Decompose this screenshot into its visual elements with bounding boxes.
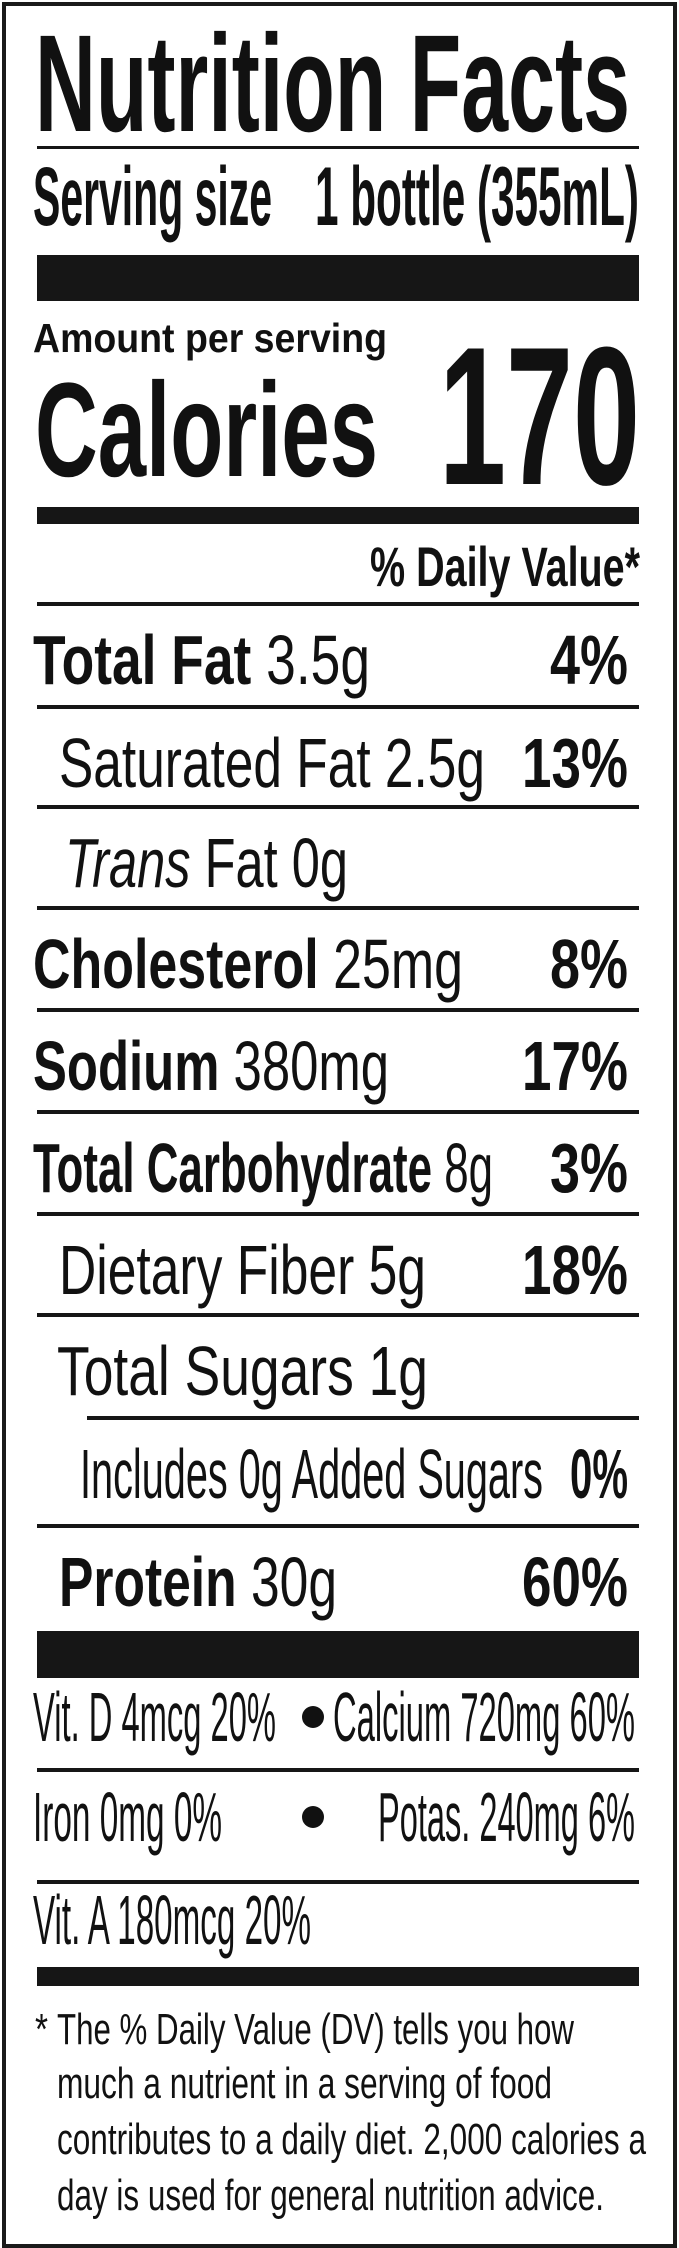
row-divider <box>37 1313 639 1317</box>
nutrient-total-fat: Total Fat 3.5g <box>33 620 370 699</box>
calories-label: Calories <box>35 355 378 505</box>
dv-added-sugars: 0% <box>570 1434 628 1513</box>
bullet-icon <box>302 1706 324 1728</box>
serving-size-value: 1 bottle (355mL) <box>315 149 639 244</box>
calories-value: 170 <box>439 306 640 527</box>
nutrient-added-sugars: Includes 0g Added Sugars <box>80 1434 543 1513</box>
nutrient-trans-fat: Trans Fat 0g <box>65 823 348 902</box>
title-divider <box>37 146 639 149</box>
footnote-line: much a nutrient in a serving of food <box>57 2060 552 2109</box>
nutrient-cholesterol: Cholesterol 25mg <box>33 924 463 1003</box>
nutrient-protein: Protein 30g <box>59 1542 337 1621</box>
amount-per-serving-label: Amount per serving <box>33 314 387 361</box>
bullet-icon <box>302 1806 324 1828</box>
row-divider-indented <box>87 1416 639 1420</box>
row-divider <box>37 602 639 606</box>
row-divider <box>37 805 639 809</box>
footnote-line: day is used for general nutrition advice… <box>57 2172 604 2221</box>
row-divider <box>37 1524 639 1528</box>
thick-divider <box>37 255 639 301</box>
vitamin-d: Vit. D 4mcg 20% <box>33 1677 276 1756</box>
nutrient-total-carbohydrate: Total Carbohydrate 8g <box>33 1128 493 1207</box>
dv-saturated-fat: 13% <box>522 723 628 802</box>
calcium: Calcium 720mg 60% <box>333 1677 635 1756</box>
nutrient-saturated-fat: Saturated Fat 2.5g <box>59 723 485 802</box>
medium-divider <box>37 507 639 524</box>
footnote-line: The % Daily Value (DV) tells you how <box>57 2006 574 2055</box>
medium-divider <box>37 1967 639 1986</box>
row-divider <box>37 1008 639 1012</box>
dv-total-fat: 4% <box>550 620 628 699</box>
thick-divider <box>37 1631 639 1678</box>
nutrient-dietary-fiber: Dietary Fiber 5g <box>59 1230 426 1309</box>
row-divider <box>37 1110 639 1114</box>
daily-value-header: % Daily Value* <box>370 534 640 598</box>
footnote-asterisk: * <box>35 2006 48 2055</box>
row-divider <box>37 906 639 910</box>
row-divider <box>37 1768 639 1772</box>
row-divider <box>37 705 639 709</box>
nutrient-sodium: Sodium 380mg <box>33 1026 389 1105</box>
dv-cholesterol: 8% <box>550 924 628 1003</box>
label-title: Nutrition Facts <box>35 7 630 162</box>
row-divider <box>37 1880 639 1884</box>
iron: Iron 0mg 0% <box>33 1777 222 1856</box>
nutrient-total-sugars: Total Sugars 1g <box>57 1331 428 1410</box>
potassium: Potas. 240mg 6% <box>378 1777 635 1856</box>
serving-size-label: Serving size <box>33 149 272 244</box>
dv-total-carbohydrate: 3% <box>550 1128 628 1207</box>
dv-sodium: 17% <box>522 1026 628 1105</box>
dv-dietary-fiber: 18% <box>522 1230 628 1309</box>
vitamin-a: Vit. A 180mcg 20% <box>33 1880 311 1959</box>
row-divider <box>37 1212 639 1216</box>
footnote-line: contributes to a daily diet. 2,000 calor… <box>57 2116 646 2165</box>
dv-protein: 60% <box>522 1542 628 1621</box>
